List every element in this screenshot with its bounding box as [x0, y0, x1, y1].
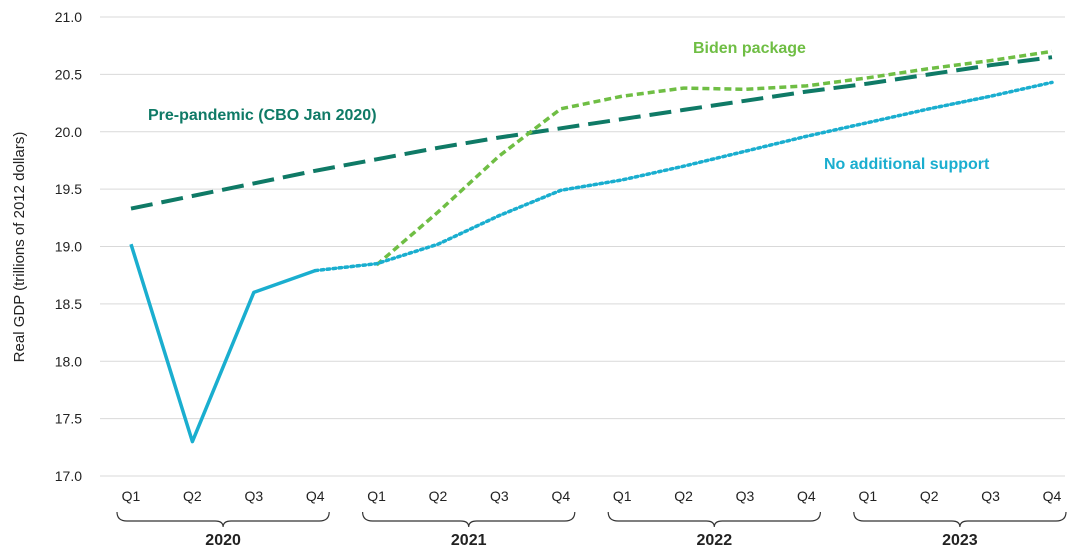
- y-tick-label: 20.0: [55, 124, 82, 140]
- y-tick-label: 17.0: [55, 468, 82, 484]
- x-tick-label: Q2: [183, 488, 202, 504]
- series-label-2: No additional support: [824, 156, 990, 173]
- gridlines: [100, 16, 1065, 477]
- series-lines: [129, 49, 1054, 444]
- y-tick-label: 18.0: [55, 353, 82, 369]
- y-tick-label: 20.5: [55, 66, 82, 82]
- x-tick-label: Q4: [306, 488, 325, 504]
- year-label: 2021: [451, 532, 487, 549]
- year-bracket: [607, 511, 821, 528]
- series-line-2: [313, 80, 1054, 273]
- year-bracket: [362, 511, 576, 528]
- y-axis-title: Real GDP (trillions of 2012 dollars): [11, 132, 28, 363]
- x-tick-label: Q3: [736, 488, 755, 504]
- x-tick-label: Q1: [858, 488, 877, 504]
- series-line-1: [375, 49, 1053, 267]
- x-tick-label: Q2: [674, 488, 693, 504]
- year-groups: 2020 2021 2022 2023: [116, 511, 1067, 549]
- x-tick-label: Q2: [920, 488, 939, 504]
- x-tick-label: Q3: [490, 488, 509, 504]
- x-tick-label: Q3: [244, 488, 263, 504]
- y-axis-ticks: 17.0 17.5 18.0 18.5 19.0 19.5 20.0 20.5 21.0: [55, 9, 82, 484]
- x-tick-label: Q1: [122, 488, 141, 504]
- y-tick-label: 21.0: [55, 9, 82, 25]
- x-tick-label: Q4: [1043, 488, 1062, 504]
- series-label-0: Pre-pandemic (CBO Jan 2020): [148, 107, 377, 124]
- y-tick-label: 19.5: [55, 181, 82, 197]
- x-tick-label: Q1: [613, 488, 632, 504]
- series-line-0: [130, 55, 1053, 211]
- year-label: 2022: [697, 532, 733, 549]
- series-label-1: Biden package: [693, 40, 806, 57]
- year-bracket: [853, 511, 1067, 528]
- x-tick-label: Q4: [551, 488, 570, 504]
- x-tick-label: Q2: [429, 488, 448, 504]
- year-bracket: [116, 511, 330, 528]
- x-tick-label: Q1: [367, 488, 386, 504]
- y-tick-label: 19.0: [55, 239, 82, 255]
- x-axis-ticks: Q1 Q2 Q3 Q4 Q1 Q2 Q3 Q4 Q1 Q2 Q3 Q4 Q1 Q2 Q3 Q4: [122, 488, 1062, 504]
- y-tick-label: 18.5: [55, 296, 82, 312]
- y-tick-label: 17.5: [55, 411, 82, 427]
- series-labels: Pre-pandemic (CBO Jan 2020) Biden package…: [148, 40, 990, 173]
- year-label: 2023: [942, 532, 978, 549]
- series-line-3: [129, 243, 316, 444]
- x-tick-label: Q3: [981, 488, 1000, 504]
- year-label: 2020: [205, 532, 241, 549]
- x-tick-label: Q4: [797, 488, 816, 504]
